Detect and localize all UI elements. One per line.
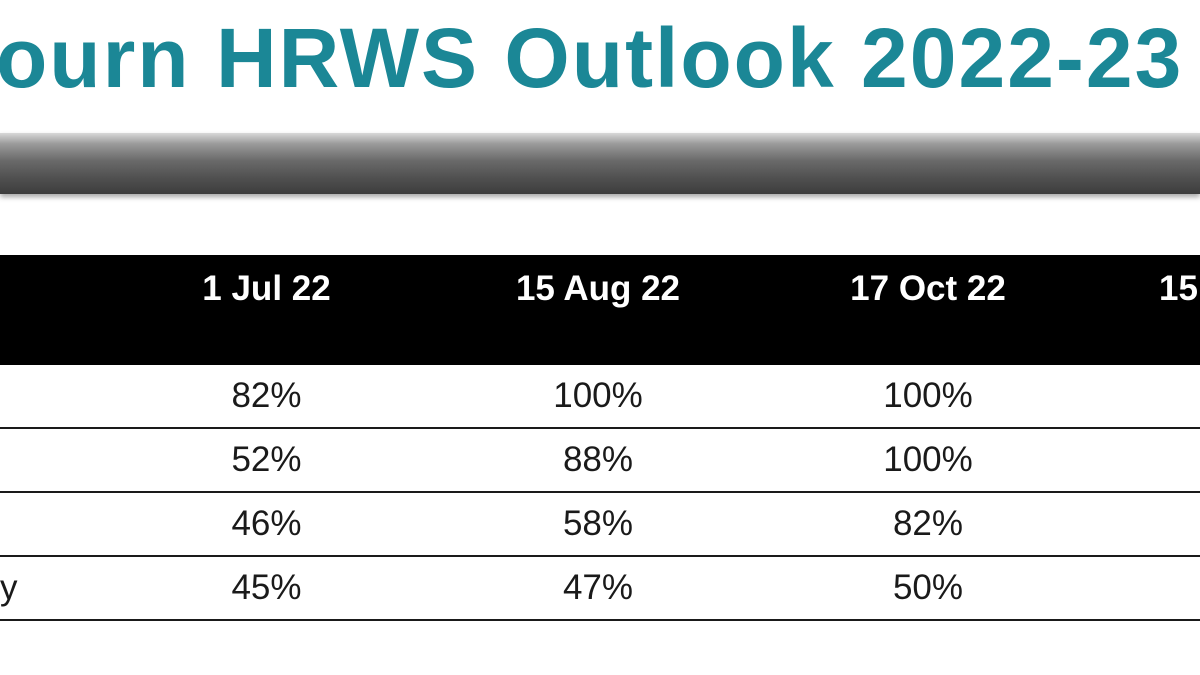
table-cell: 47% bbox=[433, 556, 763, 621]
row-label bbox=[0, 428, 100, 493]
table-cell: 100% bbox=[763, 365, 1093, 429]
table-row: 52% 88% 100% bbox=[0, 428, 1200, 493]
table-cell bbox=[1093, 365, 1200, 429]
column-header bbox=[0, 255, 100, 365]
column-header: 15 Aug 22 bbox=[515, 269, 681, 308]
table-cell bbox=[1093, 492, 1200, 557]
table-cell: 82% bbox=[763, 492, 1093, 557]
table-cell: 46% bbox=[100, 492, 433, 557]
table-cell bbox=[1093, 556, 1200, 621]
hrws-outlook-table: 1 Jul 22 15 Aug 22 17 Oct 22 15 82% 100%… bbox=[0, 255, 1200, 621]
table-cell: 100% bbox=[763, 428, 1093, 493]
row-label: y bbox=[0, 556, 100, 621]
column-header: 15 bbox=[1159, 269, 1198, 308]
table-cell: 45% bbox=[100, 556, 433, 621]
table-cell: 52% bbox=[100, 428, 433, 493]
table-row: 46% 58% 82% bbox=[0, 492, 1200, 557]
slide-title: ourn HRWS Outlook 2022-23 bbox=[0, 11, 1184, 105]
table-row: 82% 100% 100% bbox=[0, 365, 1200, 429]
row-label bbox=[0, 492, 100, 557]
table-cell: 82% bbox=[100, 365, 433, 429]
table-cell: 100% bbox=[433, 365, 763, 429]
column-header: 17 Oct 22 bbox=[850, 269, 1006, 308]
title-divider-bar bbox=[0, 133, 1200, 194]
row-label bbox=[0, 365, 100, 429]
table-header-row: 1 Jul 22 15 Aug 22 17 Oct 22 15 bbox=[0, 255, 1200, 365]
table-cell: 58% bbox=[433, 492, 763, 557]
table-cell: 50% bbox=[763, 556, 1093, 621]
table-cell bbox=[1093, 428, 1200, 493]
table-row: y 45% 47% 50% bbox=[0, 556, 1200, 621]
column-header: 1 Jul 22 bbox=[202, 269, 331, 308]
table-cell: 88% bbox=[433, 428, 763, 493]
